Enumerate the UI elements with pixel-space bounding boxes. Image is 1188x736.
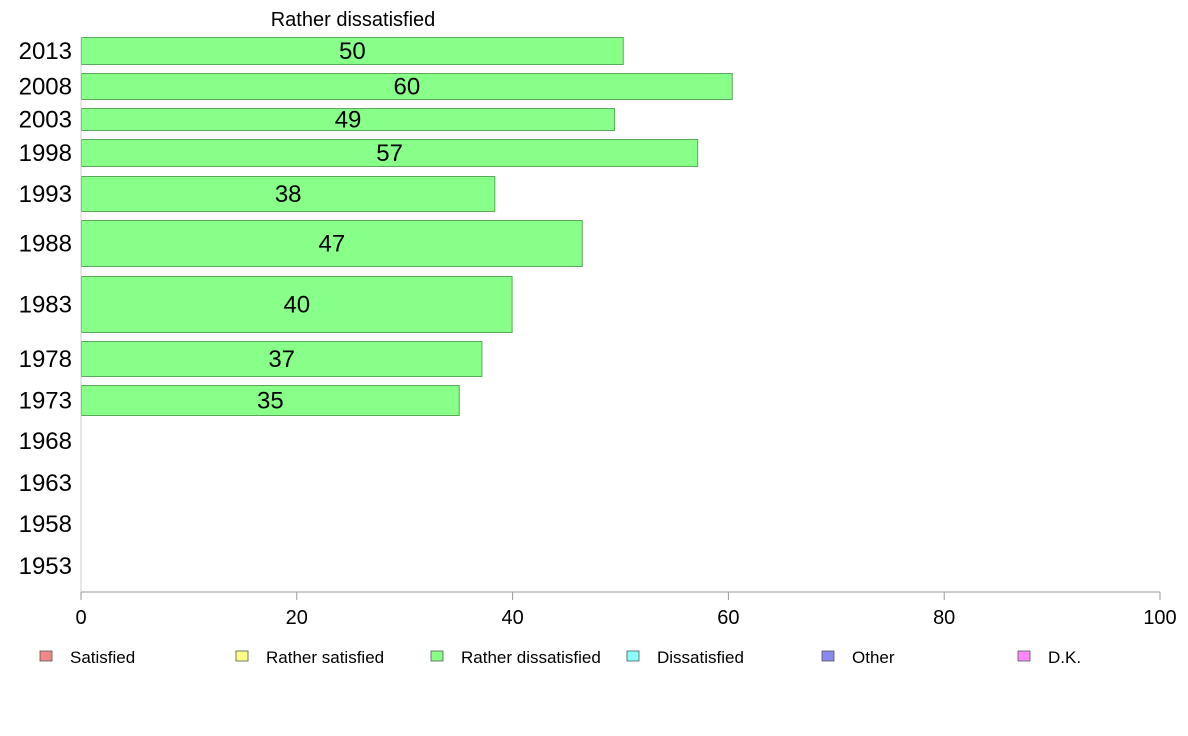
chart-title: Rather dissatisfied <box>271 9 436 31</box>
legend-swatch <box>39 650 53 662</box>
legend-swatch <box>626 650 640 662</box>
y-tick-label: 2008 <box>19 74 72 101</box>
legend-label: Satisfied <box>70 648 135 667</box>
bar <box>81 176 496 212</box>
x-tick-label: 100 <box>1143 607 1176 629</box>
x-tick-label: 60 <box>717 607 739 629</box>
legend-label: Other <box>852 648 895 667</box>
x-tick-label: 80 <box>933 607 955 629</box>
y-tick-label: 1968 <box>19 428 72 455</box>
y-tick-label: 2013 <box>19 38 72 65</box>
data-label: 38 <box>275 181 302 208</box>
legend-label: Rather satisfied <box>266 648 384 667</box>
y-tick-label: 1988 <box>19 231 72 258</box>
legend-swatch <box>430 650 444 662</box>
data-label: 60 <box>394 74 421 101</box>
legend-swatch <box>821 650 835 662</box>
legend-swatch <box>1017 650 1031 662</box>
bar <box>81 139 699 167</box>
data-label: 57 <box>376 140 403 167</box>
data-label: 40 <box>283 292 310 319</box>
x-tick-label: 0 <box>75 607 86 629</box>
legend: Satisfied Rather satisfied Rather dissatis… <box>39 648 1081 667</box>
legend-swatch <box>235 650 249 662</box>
x-tick-label: 40 <box>501 607 523 629</box>
y-tick-label: 1983 <box>19 292 72 319</box>
y-tick-label: 2003 <box>19 107 72 134</box>
bar <box>81 341 483 377</box>
x-axis: 0 20 40 60 80 100 <box>75 37 1177 629</box>
y-tick-label: 1993 <box>19 181 72 208</box>
bar <box>81 276 513 333</box>
bar <box>81 73 733 100</box>
data-label: 50 <box>339 38 366 65</box>
data-label: 47 <box>319 231 346 258</box>
legend-label: Rather dissatisfied <box>461 648 601 667</box>
y-tick-label: 1998 <box>19 140 72 167</box>
data-label: 49 <box>335 107 362 134</box>
legend-label: Dissatisfied <box>657 648 744 667</box>
y-tick-label: 1978 <box>19 346 72 373</box>
data-label: 35 <box>257 388 284 415</box>
y-tick-label: 1973 <box>19 388 72 415</box>
y-tick-label: 1953 <box>19 553 72 580</box>
bars-group: 50 60 49 57 38 47 40 37 35 <box>81 37 733 416</box>
bar <box>81 37 624 65</box>
y-axis-labels: 2013 2008 2003 1998 1993 1988 1983 1978 1973 1968… <box>19 38 72 580</box>
y-tick-label: 1963 <box>19 470 72 497</box>
x-tick-label: 20 <box>286 607 308 629</box>
y-tick-label: 1958 <box>19 511 72 538</box>
data-label: 37 <box>268 346 295 373</box>
legend-label: D.K. <box>1048 648 1081 667</box>
bar <box>81 220 583 267</box>
